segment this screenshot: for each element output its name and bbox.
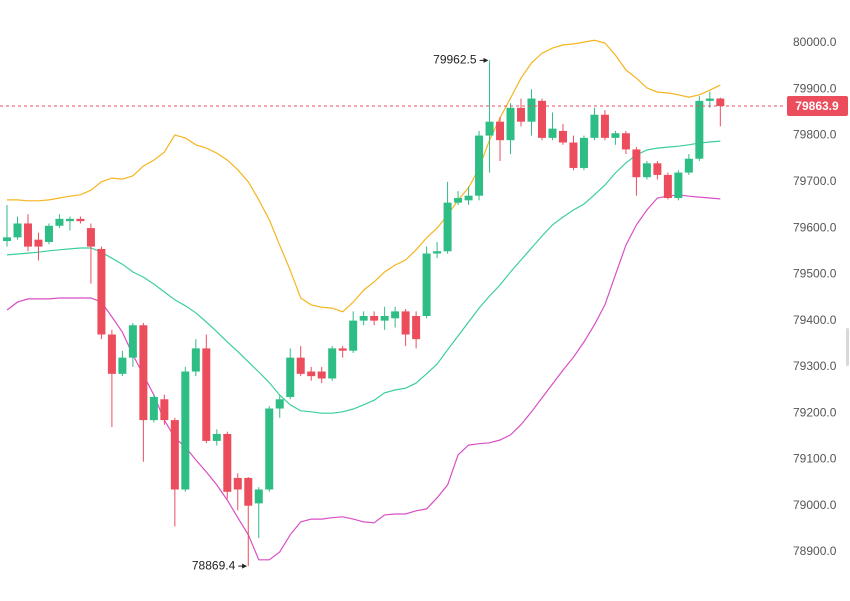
- scrollbar[interactable]: [846, 328, 849, 366]
- candle-body: [527, 98, 536, 122]
- last-price-tag: [787, 95, 848, 116]
- y-tick-label: 79800.0: [793, 128, 837, 142]
- candle-body: [412, 315, 421, 340]
- candle-body: [23, 223, 32, 247]
- low-label: 78869.4: [192, 558, 236, 572]
- y-tick-label: 79900.0: [793, 81, 837, 95]
- candle-body: [359, 315, 368, 321]
- candle-body: [97, 248, 106, 335]
- candle-body: [118, 357, 127, 374]
- candle-body: [558, 130, 567, 143]
- candles: [3, 60, 725, 567]
- candle-body: [128, 325, 137, 358]
- candle-body: [296, 357, 305, 374]
- candle-body: [139, 325, 148, 421]
- candle-body: [548, 128, 557, 138]
- candle-body: [454, 198, 463, 203]
- candle-body: [600, 114, 609, 138]
- candle-body: [149, 396, 158, 421]
- y-tick-label: 79100.0: [793, 452, 837, 466]
- band-line: [7, 39, 721, 313]
- y-tick-label: 79500.0: [793, 267, 837, 281]
- candle-body: [202, 348, 211, 441]
- candle-body: [537, 100, 546, 138]
- candle-body: [44, 225, 53, 242]
- candle-body: [338, 348, 347, 351]
- candle-body: [695, 100, 704, 159]
- candle-body: [328, 348, 337, 379]
- candle-body: [401, 311, 410, 335]
- candle-body: [464, 195, 473, 201]
- candle-body: [611, 133, 620, 138]
- candle-body: [275, 399, 284, 409]
- candle-body: [705, 98, 714, 101]
- candle-body: [254, 489, 263, 504]
- candle-body: [475, 135, 484, 196]
- band-line: [6, 140, 721, 414]
- candle-body: [506, 107, 515, 141]
- y-tick-label: 79400.0: [793, 313, 837, 327]
- candle-body: [265, 408, 274, 490]
- candle-body: [13, 223, 22, 238]
- overlay: 78900.0 79000.0 79100.0 79200.0 79300.0 79400…: [0, 35, 848, 572]
- candle-body: [485, 121, 494, 136]
- candle-body: [160, 399, 169, 421]
- y-tick-label: 80000.0: [793, 35, 837, 49]
- y-tick-label: 79700.0: [793, 174, 837, 188]
- candle-body: [579, 137, 588, 168]
- candle-body: [391, 311, 400, 319]
- candle-body: [569, 142, 578, 168]
- candle-body: [191, 348, 200, 372]
- candle-body: [590, 114, 599, 138]
- candle-body: [422, 253, 431, 316]
- candle-body: [233, 477, 242, 490]
- candle-body: [674, 172, 683, 199]
- candle-body: [370, 315, 379, 321]
- candle-body: [212, 433, 221, 441]
- y-tick-label: 79600.0: [793, 220, 837, 234]
- candle-body: [642, 163, 651, 178]
- candle-body: [663, 174, 672, 199]
- candle-body: [65, 218, 74, 222]
- candle-body: [86, 228, 95, 247]
- candle-body: [380, 315, 389, 321]
- candle-body: [244, 477, 253, 506]
- candle-body: [517, 107, 526, 122]
- candle-body: [716, 98, 725, 106]
- candle-body: [496, 121, 505, 141]
- candle-body: [317, 371, 326, 379]
- candle-body: [433, 251, 442, 254]
- last-price-label: 79863.9: [795, 99, 839, 113]
- y-tick-label: 78900.0: [793, 544, 837, 558]
- candle-body: [653, 163, 662, 175]
- candle-body: [349, 320, 358, 351]
- candle-body: [684, 158, 693, 173]
- candle-body: [181, 371, 190, 490]
- bands: [6, 39, 721, 561]
- candle-body: [170, 420, 179, 490]
- candle-body: [223, 433, 232, 492]
- candle-body: [621, 133, 630, 150]
- candle-body: [307, 371, 316, 377]
- candle-body: [76, 218, 85, 222]
- high-label: 79962.5: [433, 53, 477, 67]
- candle-body: [3, 237, 11, 242]
- candle-body: [107, 334, 116, 374]
- candle-body: [55, 218, 64, 226]
- y-tick-label: 79300.0: [793, 359, 837, 373]
- band-line: [6, 194, 721, 561]
- candle-body: [443, 202, 452, 252]
- y-tick-label: 79000.0: [793, 498, 837, 512]
- candle-body: [286, 357, 295, 397]
- candle-body: [632, 149, 641, 178]
- candle-body: [34, 239, 43, 247]
- y-tick-label: 79200.0: [793, 405, 837, 419]
